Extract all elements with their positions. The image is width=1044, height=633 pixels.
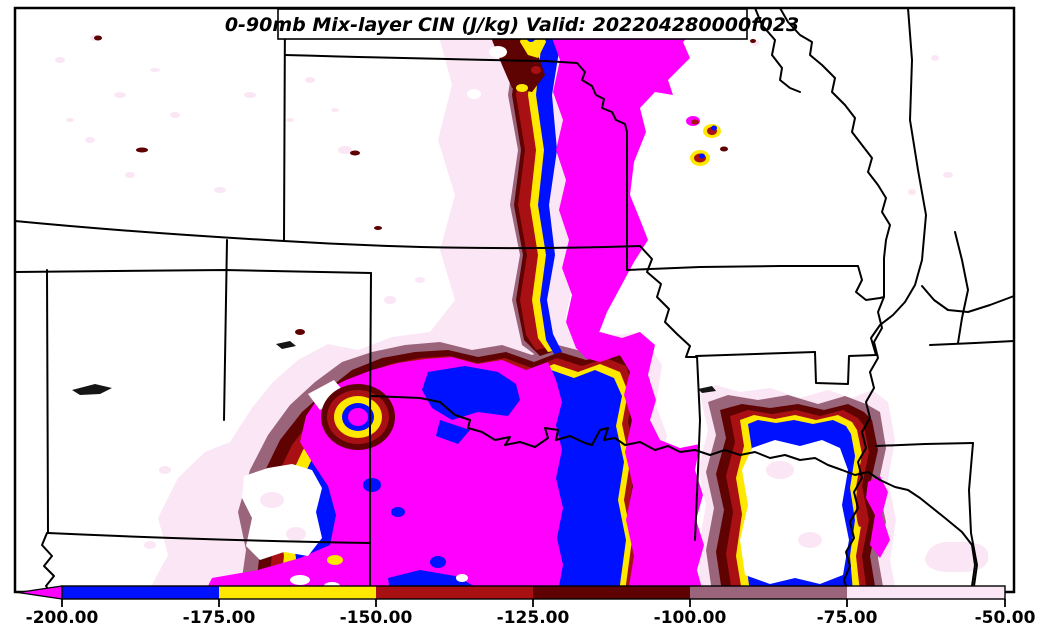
state-borders bbox=[14, 7, 1015, 593]
colorbar-segment-mauve bbox=[690, 586, 847, 599]
contour-detail-overlays bbox=[242, 366, 864, 592]
colorbar-tick-label: -175.00 bbox=[183, 608, 256, 628]
colorbar-tick-label: -100.00 bbox=[654, 608, 727, 628]
colorbar-tick-labels: -200.00 -175.00 -150.00 -125.00 -100.00 … bbox=[26, 608, 1036, 628]
plot-title: 0-90mb Mix-layer CIN (J/kg) Valid: 20220… bbox=[225, 14, 799, 36]
iowa-cin-pockets bbox=[690, 119, 728, 166]
colorbar: -200.00 -175.00 -150.00 -125.00 -100.00 … bbox=[17, 585, 1036, 628]
title-box: 0-90mb Mix-layer CIN (J/kg) Valid: 20220… bbox=[225, 8, 799, 40]
colorbar-ticks bbox=[61, 599, 1006, 607]
lakes bbox=[72, 341, 716, 395]
colorbar-segment-red bbox=[376, 586, 533, 599]
colorbar-segment-maroon bbox=[533, 586, 690, 599]
colorbar-tick-label: -50.00 bbox=[975, 608, 1036, 628]
colorbar-segment-palepink bbox=[847, 586, 1005, 599]
colorbar-segment-blue bbox=[62, 586, 219, 599]
colorbar-tick-label: -200.00 bbox=[26, 608, 99, 628]
colorbar-tick-label: -125.00 bbox=[497, 608, 570, 628]
title-box-background bbox=[277, 8, 748, 40]
colorbar-segment-yellow bbox=[219, 586, 376, 599]
colorbar-tick-label: -75.00 bbox=[817, 608, 878, 628]
colorbar-tick-label: -150.00 bbox=[340, 608, 413, 628]
